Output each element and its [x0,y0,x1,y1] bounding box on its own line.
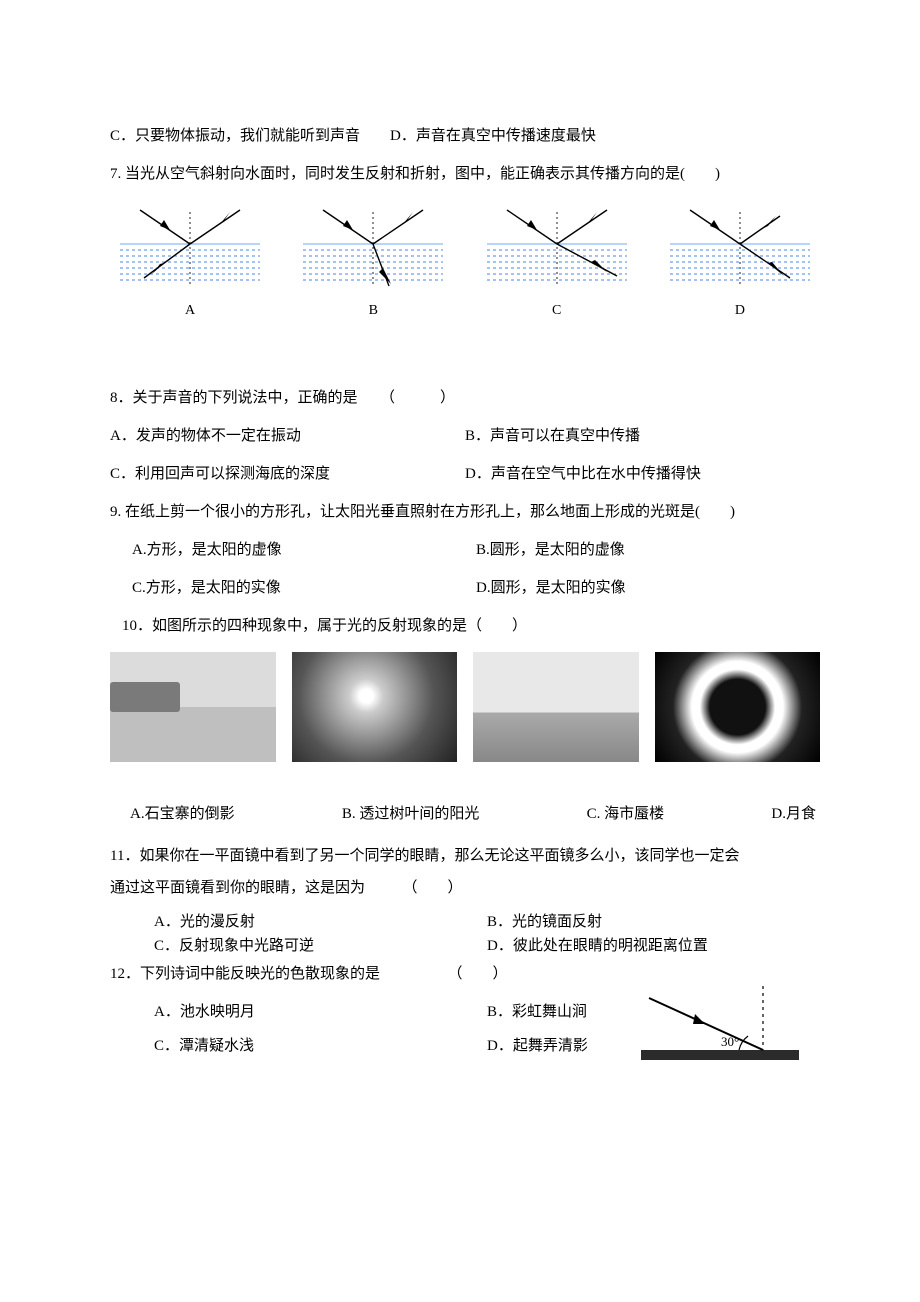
q9-option-d: D.圆形，是太阳的实像 [476,576,820,600]
q7-diagram-b: B [293,206,453,322]
refraction-diagram-c-icon [477,206,637,298]
q10-image-sunlight-trees [292,652,458,762]
q7-diagrams: A B [110,206,820,322]
q9-options: A.方形，是太阳的虚像 B.圆形，是太阳的虚像 C.方形，是太阳的实像 D.圆形… [132,538,820,600]
q9-option-a: A.方形，是太阳的虚像 [132,538,476,562]
refraction-diagram-a-icon [110,206,270,298]
q7-diagram-d: D [660,206,820,322]
q11-option-a: A．光的漫反射 [154,910,487,934]
q11-stem-line2: 通过这平面镜看到你的眼睛，这是因为 （ ） [110,876,820,900]
q10-stem: 10．如图所示的四种现象中，属于光的反射现象的是（ ） [110,614,820,638]
q12-option-c: C．潭清疑水浅 [154,1034,487,1058]
q7-stem: 7. 当光从空气斜射向水面时，同时发生反射和折射，图中，能正确表示其传播方向的是… [110,162,820,186]
q10-option-c: C. 海市蜃楼 [587,802,665,826]
q9-option-c: C.方形，是太阳的实像 [132,576,476,600]
q11-option-b: B．光的镜面反射 [487,910,820,934]
q10-image-eclipse [655,652,821,762]
q11-options: A．光的漫反射 B．光的镜面反射 C．反射现象中光路可逆 D．彼此处在眼睛的明视… [154,910,820,958]
q7-diagram-a: A [110,206,270,322]
q11-option-c: C．反射现象中光路可逆 [154,934,487,958]
q12-angle-figure: 30° [635,978,805,1070]
q9-stem: 9. 在纸上剪一个很小的方形孔，让太阳光垂直照射在方形孔上，那么地面上形成的光斑… [110,500,820,524]
q11-stem-line1: 11．如果你在一平面镜中看到了另一个同学的眼睛，那么无论这平面镜多么小，该同学也… [110,844,820,868]
q10-option-a: A.石宝寨的倒影 [130,802,235,826]
q7-label-a: A [110,300,270,322]
q10-image-mirage [473,652,639,762]
refraction-diagram-b-icon [293,206,453,298]
q8-option-a: A．发声的物体不一定在振动 [110,424,465,448]
q10-image-reflection [110,652,276,762]
q10-option-b: B. 透过树叶间的阳光 [342,802,480,826]
q7-label-b: B [293,300,453,322]
q10-options: A.石宝寨的倒影 B. 透过树叶间的阳光 C. 海市蜃楼 D.月食 [110,802,820,826]
q8-stem: 8．关于声音的下列说法中，正确的是 （ ） [110,386,820,410]
q7-label-c: C [477,300,637,322]
q-prev-options-cd: C．只要物体振动，我们就能听到声音 D．声音在真空中传播速度最快 [110,124,820,148]
q9-option-b: B.圆形，是太阳的虚像 [476,538,820,562]
q7-diagram-c: C [477,206,637,322]
q10-option-d: D.月食 [771,802,816,826]
q8-option-d: D．声音在空气中比在水中传播得快 [465,462,820,486]
q8-option-b: B．声音可以在真空中传播 [465,424,820,448]
physics-exam-page: C．只要物体振动，我们就能听到声音 D．声音在真空中传播速度最快 7. 当光从空… [0,0,920,1128]
q8-options-row1: A．发声的物体不一定在振动 B．声音可以在真空中传播 [110,424,820,448]
q8-options-row2: C．利用回声可以探测海底的深度 D．声音在空气中比在水中传播得快 [110,462,820,486]
q10-images [110,652,820,762]
incidence-angle-icon: 30° [635,978,805,1070]
refraction-diagram-d-icon [660,206,820,298]
q11-option-d: D．彼此处在眼睛的明视距离位置 [487,934,820,958]
q12-angle-label: 30° [721,1034,739,1049]
q12-option-a: A．池水映明月 [154,1000,487,1024]
q7-label-d: D [660,300,820,322]
q8-option-c: C．利用回声可以探测海底的深度 [110,462,465,486]
